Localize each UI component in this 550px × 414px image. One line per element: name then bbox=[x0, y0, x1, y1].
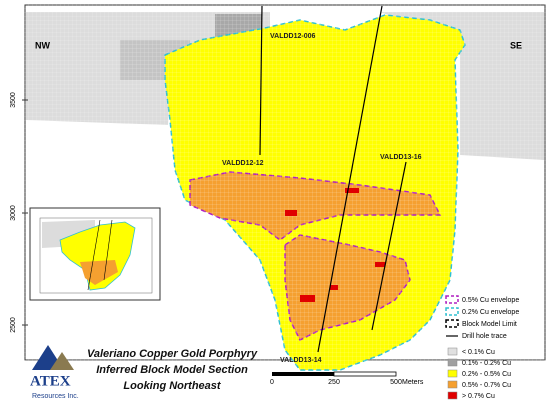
logo-name: ATEX bbox=[30, 373, 71, 389]
legend-swatch bbox=[445, 319, 459, 328]
legend-swatch bbox=[445, 307, 459, 316]
drill-trace bbox=[371, 161, 407, 331]
drill-label: VALDD13-16 bbox=[380, 154, 422, 161]
legend-label: 0.1% - 0.2% Cu bbox=[462, 360, 511, 367]
drill-trace bbox=[259, 5, 263, 156]
inset-map bbox=[29, 207, 161, 301]
elevation-label: 3500 bbox=[10, 92, 17, 108]
legend-swatch bbox=[447, 358, 458, 367]
legend-label: < 0.1% Cu bbox=[462, 349, 495, 356]
legend-swatch bbox=[447, 380, 458, 389]
high-grade-block bbox=[375, 262, 385, 267]
high-grade-block bbox=[345, 188, 359, 193]
compass-label: SE bbox=[510, 40, 522, 50]
drill-label: VALDD12-12 bbox=[222, 160, 264, 167]
legend-label: 0.5% Cu envelope bbox=[462, 297, 519, 304]
scale-unit: Meters bbox=[402, 379, 424, 386]
drill-label: VALDD12-006 bbox=[270, 33, 315, 40]
scale-label: 250 bbox=[328, 379, 340, 386]
logo-mark bbox=[50, 352, 74, 370]
logo: ATEX Resources Inc. bbox=[30, 345, 79, 400]
scale-segment bbox=[333, 371, 397, 377]
high-grade-block bbox=[300, 295, 315, 302]
high-grade-blocks bbox=[285, 188, 385, 302]
compass-label: NW bbox=[35, 40, 50, 50]
logo-subtitle: Resources Inc. bbox=[32, 393, 79, 400]
legend-swatch bbox=[445, 295, 459, 304]
legend-label: Drill hole trace bbox=[462, 333, 507, 340]
scale-label: 0 bbox=[270, 379, 274, 386]
title-line: Inferred Block Model Section bbox=[96, 364, 248, 376]
scale-segment bbox=[272, 372, 334, 376]
inset-zone bbox=[80, 260, 118, 285]
legend-swatch bbox=[447, 369, 458, 378]
elevation-label: 2500 bbox=[10, 317, 17, 333]
title-line: Looking Northeast bbox=[123, 380, 222, 392]
drill-label: VALDD13-14 bbox=[280, 357, 322, 364]
high-grade-block bbox=[285, 210, 297, 216]
inset-trace bbox=[87, 219, 101, 291]
drill-traces bbox=[259, 5, 407, 353]
drill-trace bbox=[317, 5, 383, 353]
elevation-ticks bbox=[22, 99, 28, 326]
legend-label: 0.2% Cu envelope bbox=[462, 309, 519, 316]
legend-label: > 0.7% Cu bbox=[462, 393, 495, 400]
legend-label: 0.5% - 0.7% Cu bbox=[462, 382, 511, 389]
legend-swatch bbox=[447, 391, 458, 400]
inset-body bbox=[59, 221, 136, 291]
elevation-label: 3000 bbox=[10, 205, 17, 221]
inset-trace bbox=[103, 219, 113, 281]
scale-bar: 0 250 500 Meters bbox=[270, 371, 424, 386]
legend-label: 0.2% - 0.5% Cu bbox=[462, 371, 511, 378]
scale-label: 500 bbox=[390, 379, 402, 386]
title-line: Valeriano Copper Gold Porphyry bbox=[87, 348, 258, 360]
legend-label: Block Model Limit bbox=[462, 321, 517, 328]
high-grade-block bbox=[330, 285, 338, 290]
legend: 0.5% Cu envelope 0.2% Cu envelope Block … bbox=[445, 295, 519, 400]
legend-swatch bbox=[447, 347, 458, 356]
